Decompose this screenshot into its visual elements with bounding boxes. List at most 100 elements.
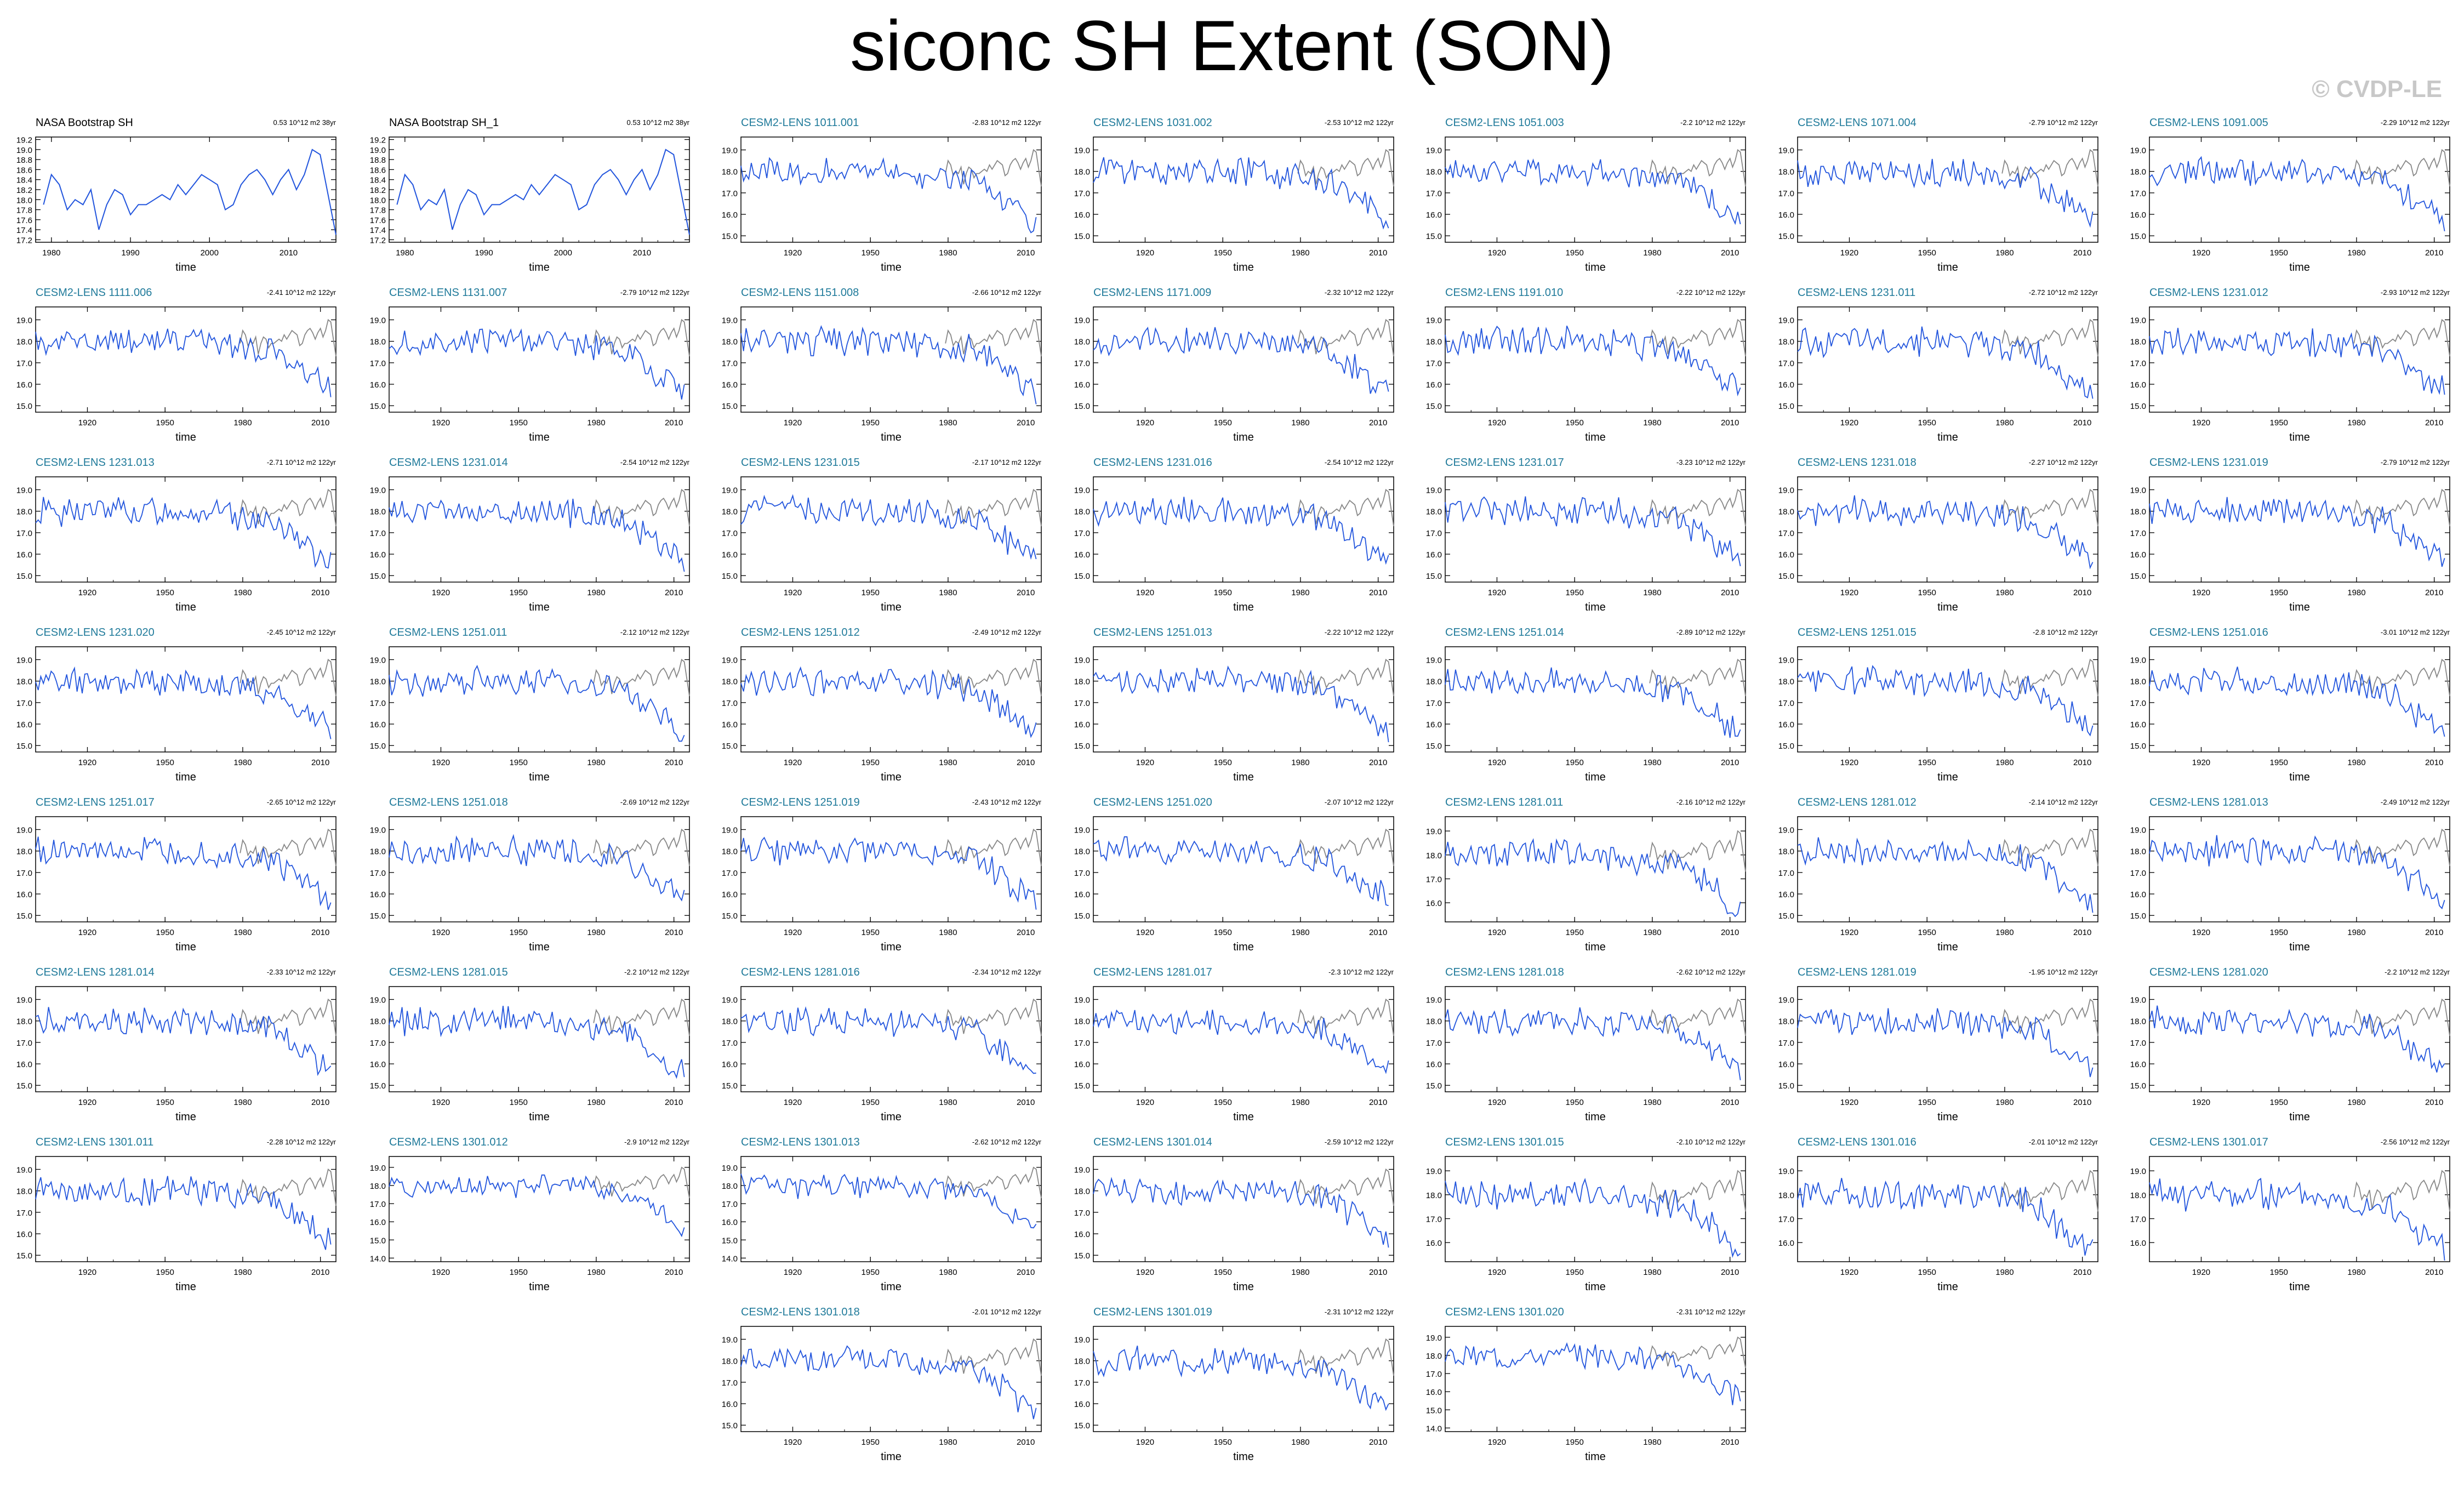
plot-frame xyxy=(2149,986,2450,1092)
y-tick-label: 17.0 xyxy=(2130,529,2146,538)
x-tick-label: 1950 xyxy=(1566,758,1584,767)
x-axis-label: time xyxy=(175,941,196,953)
chart-panel: CESM2-LENS 1301.018 -2.01 10^12 m2 122yr 1… xyxy=(722,1306,1042,1463)
model-series-line xyxy=(389,328,685,400)
x-tick-label: 2010 xyxy=(1369,928,1387,937)
panel-title: CESM2-LENS 1231.012 xyxy=(2149,287,2268,299)
y-tick-label: 19.0 xyxy=(370,486,386,495)
x-tick-label: 1980 xyxy=(1995,928,2014,937)
panel-title: CESM2-LENS 1281.014 xyxy=(36,966,155,978)
y-tick-label: 18.0 xyxy=(1074,508,1090,517)
chart-panel: CESM2-LENS 1301.011 -2.28 10^12 m2 122yr 1… xyxy=(16,1136,336,1293)
model-series-line xyxy=(1093,326,1389,394)
x-tick-label: 1980 xyxy=(1995,248,2014,258)
y-tick-label: 17.0 xyxy=(722,529,738,538)
x-axis-label: time xyxy=(1585,1281,1606,1293)
x-tick-label: 1920 xyxy=(784,588,802,597)
y-tick-label: 15.0 xyxy=(722,742,738,751)
y-tick-label: 19.0 xyxy=(722,146,738,156)
y-tick-label: 17.0 xyxy=(722,1200,738,1209)
plot-frame xyxy=(1093,136,1394,243)
model-series-line xyxy=(2149,328,2445,395)
plot-frame xyxy=(1093,986,1394,1092)
model-series-line xyxy=(35,1007,332,1076)
plot-frame xyxy=(2149,816,2450,922)
x-tick-label: 1950 xyxy=(1214,588,1232,597)
obs-overlay-line xyxy=(1649,830,1746,872)
x-tick-label: 1950 xyxy=(156,1268,174,1277)
x-tick-label: 1920 xyxy=(1136,1268,1154,1277)
x-tick-label: 1920 xyxy=(432,588,450,597)
y-tick-label: 19.0 xyxy=(1778,826,1794,835)
chart-panel: CESM2-LENS 1281.014 -2.33 10^12 m2 122yr 1… xyxy=(16,966,336,1123)
x-tick-label: 2010 xyxy=(2073,418,2091,428)
model-series-line xyxy=(1445,496,1741,567)
chart-panel: CESM2-LENS 1281.015 -2.2 10^12 m2 122yr 15… xyxy=(370,966,690,1123)
x-tick-label: 1920 xyxy=(1488,928,1506,937)
panel-trend: -2.22 10^12 m2 122yr xyxy=(1325,628,1394,636)
y-tick-label: 16.0 xyxy=(2130,380,2146,390)
obs-overlay-line xyxy=(1297,488,1394,527)
y-tick-label: 17.0 xyxy=(2130,359,2146,368)
y-tick-label: 19.0 xyxy=(1778,146,1794,156)
model-series-line xyxy=(740,1006,1036,1074)
y-tick-label: 15.0 xyxy=(1074,742,1090,751)
x-tick-label: 1920 xyxy=(784,758,802,767)
panel-trend: -2.54 10^12 m2 122yr xyxy=(620,458,690,466)
y-tick-label: 16.0 xyxy=(1778,1060,1794,1069)
chart-panel: CESM2-LENS 1301.016 -2.01 10^12 m2 122yr 1… xyxy=(1778,1136,2098,1293)
x-axis-label: time xyxy=(175,1111,196,1123)
chart-panel: CESM2-LENS 1281.011 -2.16 10^12 m2 122yr 1… xyxy=(1426,796,1746,953)
y-tick-label: 18.0 xyxy=(370,196,386,205)
y-tick-label: 16.0 xyxy=(722,890,738,899)
x-axis-label: time xyxy=(2289,771,2310,783)
y-tick-label: 18.8 xyxy=(16,156,32,165)
chart-panel: CESM2-LENS 1071.004 -2.79 10^12 m2 122yr 1… xyxy=(1778,117,2098,273)
panel-title: CESM2-LENS 1251.019 xyxy=(741,796,860,808)
panel-trend: -2.71 10^12 m2 122yr xyxy=(267,458,336,466)
x-axis-label: time xyxy=(1233,261,1254,273)
x-axis-label: time xyxy=(175,601,196,613)
y-tick-label: 15.0 xyxy=(16,402,32,411)
plot-frame xyxy=(2149,646,2450,753)
x-tick-label: 1980 xyxy=(233,1098,252,1107)
chart-panel: CESM2-LENS 1231.019 -2.79 10^12 m2 122yr 1… xyxy=(2130,457,2450,613)
plot-frame xyxy=(740,1326,1042,1432)
y-tick-label: 19.0 xyxy=(722,1164,738,1173)
x-tick-label: 1950 xyxy=(862,248,880,258)
model-series-line xyxy=(1797,1178,2094,1256)
model-series-line xyxy=(1797,326,2094,399)
panel-trend: -2.10 10^12 m2 122yr xyxy=(1676,1138,1746,1146)
x-tick-label: 2010 xyxy=(311,1268,329,1277)
x-tick-label: 2010 xyxy=(1369,418,1387,428)
panel-title: CESM2-LENS 1301.016 xyxy=(1798,1136,1917,1148)
x-tick-label: 2000 xyxy=(201,248,219,258)
x-tick-label: 2010 xyxy=(311,928,329,937)
y-tick-label: 17.0 xyxy=(722,869,738,878)
obs-overlay-line xyxy=(945,998,1042,1036)
y-tick-label: 17.0 xyxy=(16,359,32,368)
x-tick-label: 1920 xyxy=(1488,418,1506,428)
x-tick-label: 1920 xyxy=(1840,928,1858,937)
x-tick-label: 1950 xyxy=(862,1098,880,1107)
y-tick-label: 15.0 xyxy=(370,911,386,921)
panel-trend: -2.49 10^12 m2 122yr xyxy=(2381,798,2450,806)
obs-overlay-line xyxy=(1649,658,1746,697)
y-tick-label: 17.0 xyxy=(1074,1378,1090,1388)
y-tick-label: 18.0 xyxy=(1426,1352,1442,1361)
y-tick-label: 15.0 xyxy=(1074,911,1090,921)
x-axis-label: time xyxy=(2289,941,2310,953)
y-tick-label: 18.0 xyxy=(722,1017,738,1027)
chart-panel: CESM2-LENS 1301.012 -2.9 10^12 m2 122yr 14… xyxy=(370,1136,690,1293)
panel-title: NASA Bootstrap SH_1 xyxy=(389,117,499,129)
y-tick-label: 15.0 xyxy=(1778,402,1794,411)
model-series-line xyxy=(740,494,1037,560)
x-tick-label: 1950 xyxy=(1214,1438,1232,1447)
chart-panel: NASA Bootstrap SH_1 0.53 10^12 m2 38yr 17.… xyxy=(370,117,690,273)
chart-panel: CESM2-LENS 1281.012 -2.14 10^12 m2 122yr 1… xyxy=(1778,796,2098,953)
y-tick-label: 15.0 xyxy=(1074,232,1090,241)
x-axis-label: time xyxy=(175,261,196,273)
y-tick-label: 18.0 xyxy=(1074,168,1090,177)
y-tick-label: 19.0 xyxy=(16,656,32,665)
x-tick-label: 2010 xyxy=(665,1268,683,1277)
